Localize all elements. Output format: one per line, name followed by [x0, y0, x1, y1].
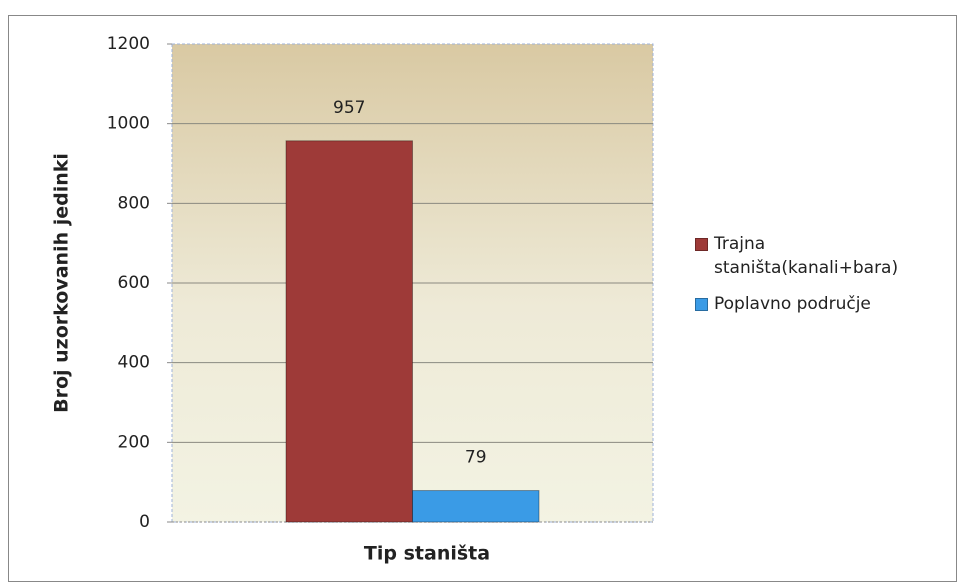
legend-item: Trajna staništa(kanali+bara) [695, 232, 950, 280]
data-label: 79 [465, 448, 487, 468]
y-axis-title: Broj uzorkovanih jedinki [51, 153, 73, 413]
legend: Trajna staništa(kanali+bara) Poplavno pod… [695, 232, 950, 328]
legend-swatch [695, 298, 708, 311]
legend-swatch [695, 238, 708, 251]
data-label: 957 [333, 98, 365, 118]
y-tick-label: 1200 [107, 34, 150, 54]
y-tick-label: 0 [139, 512, 150, 532]
x-axis-title: Tip staništa [364, 543, 490, 565]
bar [412, 490, 540, 523]
y-tick-label: 800 [118, 193, 150, 213]
legend-item: Poplavno područje [695, 292, 950, 316]
legend-label: Trajna staništa(kanali+bara) [714, 234, 899, 278]
y-tick-label: 200 [118, 432, 150, 452]
y-tick-label: 400 [118, 353, 150, 373]
legend-label: Poplavno područje [714, 294, 871, 314]
y-tick-label: 1000 [107, 114, 150, 134]
y-tick-label: 600 [118, 273, 150, 293]
bar [285, 140, 414, 523]
